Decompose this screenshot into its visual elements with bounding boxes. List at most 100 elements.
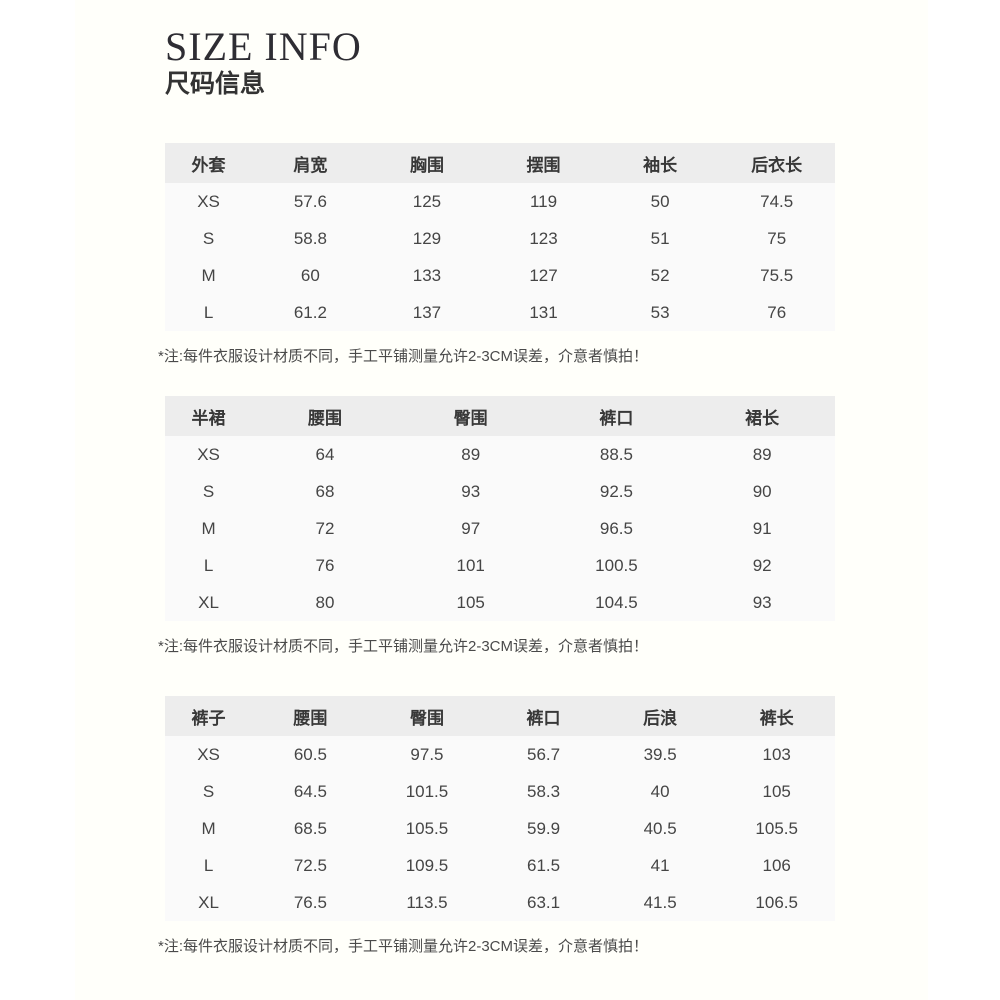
measurement-value: 93 (461, 481, 481, 501)
measurement-value: 101.5 (405, 781, 449, 801)
measurement-value: 92.5 (599, 481, 633, 501)
measurement-value: 58.3 (526, 781, 561, 801)
size-table-skirt: 半裙 腰围 臀围 裤口 裙长 XS 64 89 88.5 89 S 68 93 92.5 90 M 72 97 96… (165, 396, 835, 621)
size-label: M (201, 265, 216, 285)
measurement-note: *注:每件衣服设计材质不同，手工平铺测量允许2-3CM误差，介意者慎拍！ (158, 348, 649, 365)
measurement-value: 64 (315, 444, 335, 464)
measurement-value: 76 (767, 302, 787, 322)
table-row: M 72 97 96.5 91 (165, 510, 835, 547)
measurement-value: 40 (650, 781, 670, 801)
column-header: 肩宽 (293, 155, 328, 175)
measurement-value: 64.5 (293, 781, 327, 801)
table-row: L 61.2 137 131 53 76 (165, 294, 835, 331)
column-header: 腰围 (307, 408, 342, 428)
measurement-value: 105 (456, 592, 485, 612)
table-header-row: 外套 肩宽 胸围 摆围 袖长 后衣长 (165, 143, 835, 183)
measurement-value: 93 (752, 592, 772, 612)
measurement-value: 58.8 (293, 228, 327, 248)
column-header: 半裙 (191, 408, 226, 428)
measurement-value: 96.5 (599, 518, 633, 538)
measurement-value: 41 (650, 855, 670, 875)
measurement-value: 125 (412, 191, 442, 211)
column-header: 裙长 (745, 408, 780, 428)
measurement-value: 105.5 (755, 818, 798, 838)
measurement-value: 97.5 (410, 744, 444, 764)
measurement-value: 131 (529, 302, 558, 322)
measurement-value: 39.5 (643, 744, 677, 764)
measurement-value: 90 (752, 481, 772, 501)
measurement-value: 137 (412, 302, 442, 322)
size-label: L (203, 302, 214, 322)
column-header: 臀围 (409, 708, 444, 728)
measurement-value: 52 (650, 265, 670, 285)
table-row: M 60 133 127 52 75.5 (165, 257, 835, 294)
measurement-value: 92 (752, 555, 772, 575)
measurement-value: 75 (767, 228, 787, 248)
measurement-value: 100.5 (595, 555, 638, 575)
measurement-value: 56.7 (526, 744, 561, 764)
measurement-value: 72.5 (293, 855, 327, 875)
measurement-value: 60.5 (293, 744, 327, 764)
table-row: XS 60.5 97.5 56.7 39.5 103 (165, 736, 835, 773)
column-header: 外套 (191, 155, 226, 175)
column-header: 裤子 (191, 708, 226, 728)
size-table-section-outerwear: 外套 肩宽 胸围 摆围 袖长 后衣长 XS 57.6 125 119 50 74.5 S 58.8 129 1… (158, 143, 928, 367)
measurement-value: 41.5 (643, 892, 677, 912)
size-table-pants: 裤子 腰围 臀围 裤口 后浪 裤长 XS 60.5 97.5 56.7 39.5 103 S 64.5 10… (165, 696, 835, 921)
measurement-value: 88.5 (599, 444, 633, 464)
measurement-value: 97 (461, 518, 481, 538)
table-row: S 68 93 92.5 90 (165, 473, 835, 510)
size-label: XS (197, 191, 220, 211)
measurement-value: 89 (461, 444, 481, 464)
column-header: 后衣长 (751, 155, 803, 175)
column-header: 摆围 (526, 155, 561, 175)
measurement-value: 68.5 (293, 818, 327, 838)
column-header: 腰围 (293, 708, 328, 728)
size-label: M (201, 518, 216, 538)
measurement-value: 61.5 (526, 855, 561, 875)
size-label: S (202, 781, 215, 801)
measurement-value: 106.5 (755, 892, 798, 912)
measurement-value: 104.5 (595, 592, 638, 612)
column-header: 裤口 (599, 408, 634, 428)
size-info-content: SIZE INFO 尺码信息 外套 肩宽 胸围 摆围 袖长 后衣长 XS 57.6 125 119… (75, 0, 928, 957)
table-row: XS 57.6 125 119 50 74.5 (165, 183, 835, 220)
measurement-value: 76.5 (293, 892, 327, 912)
measurement-value: 76 (315, 555, 335, 575)
measurement-value: 75.5 (760, 265, 794, 285)
measurement-value: 91 (752, 518, 772, 538)
measurement-value: 40.5 (643, 818, 677, 838)
column-header: 胸围 (409, 155, 444, 175)
table-row: XS 64 89 88.5 89 (165, 436, 835, 473)
measurement-value: 60 (300, 265, 320, 285)
column-header: 袖长 (643, 155, 678, 175)
measurement-value: 89 (752, 444, 772, 464)
table-row: XL 76.5 113.5 63.1 41.5 106.5 (165, 884, 835, 921)
measurement-value: 68 (315, 481, 335, 501)
table-row: S 64.5 101.5 58.3 40 105 (165, 773, 835, 810)
measurement-value: 109.5 (405, 855, 449, 875)
size-label: XS (197, 444, 220, 464)
size-info-panel: SIZE INFO 尺码信息 外套 肩宽 胸围 摆围 袖长 后衣长 XS 57.6 125 119… (75, 0, 928, 1000)
measurement-value: 119 (529, 191, 558, 211)
measurement-value: 63.1 (526, 892, 561, 912)
measurement-value: 105 (762, 781, 791, 801)
column-header: 裤长 (759, 708, 794, 728)
measurement-value: 113.5 (406, 892, 448, 912)
column-header: 后浪 (643, 708, 678, 728)
measurement-value: 101 (456, 555, 485, 575)
table-row: L 76 101 100.5 92 (165, 547, 835, 584)
table-row: M 68.5 105.5 59.9 40.5 105.5 (165, 810, 835, 847)
size-label: XS (197, 744, 220, 764)
measurement-value: 103 (762, 744, 791, 764)
measurement-value: 50 (650, 191, 670, 211)
table-row: S 58.8 129 123 51 75 (165, 220, 835, 257)
measurement-note: *注:每件衣服设计材质不同，手工平铺测量允许2-3CM误差，介意者慎拍！ (158, 638, 649, 655)
size-table-section-skirt: 半裙 腰围 臀围 裤口 裙长 XS 64 89 88.5 89 S 68 93 92.5 90 M 72 97 96… (158, 396, 928, 657)
measurement-value: 127 (529, 265, 558, 285)
size-label: L (203, 855, 214, 875)
measurement-value: 51 (650, 228, 670, 248)
measurement-value: 61.2 (293, 302, 327, 322)
measurement-value: 105.5 (405, 818, 449, 838)
size-label: XL (198, 892, 219, 912)
